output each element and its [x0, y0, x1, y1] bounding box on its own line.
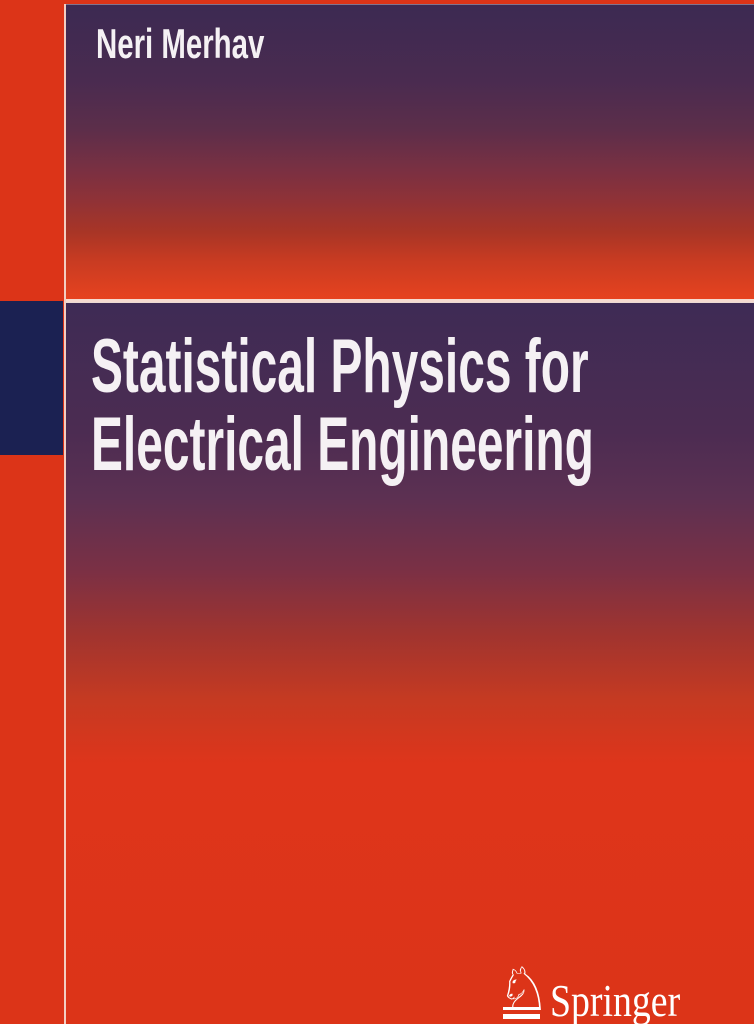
title-line-1: Statistical Physics for: [91, 324, 589, 409]
top-gradient-panel: [66, 4, 754, 301]
vertical-separator-line: [63, 4, 66, 1024]
title-line-2: Electrical Engineering: [91, 402, 594, 487]
title-gradient-panel: [66, 302, 754, 1024]
springer-horse-knight-icon: ♘: [497, 955, 551, 1024]
logo-pedestal-line-bottom: [503, 1014, 540, 1019]
book-title: Statistical Physics for Electrical Engin…: [91, 328, 594, 484]
horizontal-separator-line: [66, 299, 754, 303]
navy-accent-bar: [0, 301, 63, 455]
publisher-wordmark: Springer: [550, 976, 681, 1024]
logo-pedestal-line-top: [503, 1007, 540, 1011]
author-name: Neri Merhav: [96, 20, 265, 67]
